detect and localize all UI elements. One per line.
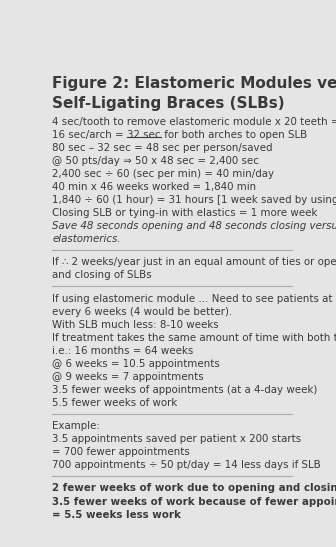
Text: Self-Ligating Braces (SLBs): Self-Ligating Braces (SLBs): [52, 96, 285, 112]
Text: @ 9 weeks = 7 appointments: @ 9 weeks = 7 appointments: [52, 372, 204, 382]
Text: = 5.5 weeks less work: = 5.5 weeks less work: [52, 510, 181, 520]
Text: 80 sec – 32 sec = 48 sec per person/saved: 80 sec – 32 sec = 48 sec per person/save…: [52, 143, 273, 153]
Text: @ 50 pts/day ⇒ 50 x 48 sec = 2,400 sec: @ 50 pts/day ⇒ 50 x 48 sec = 2,400 sec: [52, 156, 259, 166]
Text: 40 min x 46 weeks worked = 1,840 min: 40 min x 46 weeks worked = 1,840 min: [52, 182, 257, 192]
Text: for both arches to open SLB: for both arches to open SLB: [161, 130, 307, 139]
Text: Figure 2: Elastomeric Modules versus: Figure 2: Elastomeric Modules versus: [52, 76, 336, 91]
Text: Closing SLB or tying-in with elastics = 1 more week: Closing SLB or tying-in with elastics = …: [52, 208, 318, 218]
Text: 2,400 sec ÷ 60 (sec per min) = 40 min/day: 2,400 sec ÷ 60 (sec per min) = 40 min/da…: [52, 169, 275, 179]
Text: 32 sec: 32 sec: [127, 130, 161, 139]
Text: and closing of SLBs: and closing of SLBs: [52, 270, 152, 281]
Text: Example:: Example:: [52, 421, 100, 431]
Text: 16 sec/arch =: 16 sec/arch =: [52, 130, 127, 139]
Text: @ 6 weeks = 10.5 appointments: @ 6 weeks = 10.5 appointments: [52, 359, 220, 369]
Text: 700 appointments ÷ 50 pt/day = 14 less days if SLB: 700 appointments ÷ 50 pt/day = 14 less d…: [52, 460, 321, 470]
Text: If ∴ 2 weeks/year just in an equal amount of ties or opening: If ∴ 2 weeks/year just in an equal amoun…: [52, 257, 336, 267]
Text: 2 fewer weeks of work due to opening and closing SLBs +: 2 fewer weeks of work due to opening and…: [52, 484, 336, 493]
Text: elastomerics.: elastomerics.: [52, 234, 121, 244]
Text: = 700 fewer appointments: = 700 fewer appointments: [52, 447, 190, 457]
Text: 1,840 ÷ 60 (1 hour) = 31 hours [1 week saved by using SLB]: 1,840 ÷ 60 (1 hour) = 31 hours [1 week s…: [52, 195, 336, 205]
Text: 3.5 fewer weeks of appointments (at a 4-day week): 3.5 fewer weeks of appointments (at a 4-…: [52, 385, 318, 395]
Text: 3.5 appointments saved per patient x 200 starts: 3.5 appointments saved per patient x 200…: [52, 434, 301, 444]
Text: With SLB much less: 8-10 weeks: With SLB much less: 8-10 weeks: [52, 319, 219, 330]
Text: If using elastomeric module … Need to see patients at most: If using elastomeric module … Need to se…: [52, 294, 336, 304]
Text: 5.5 fewer weeks of work: 5.5 fewer weeks of work: [52, 398, 178, 408]
Text: If treatment takes the same amount of time with both types …: If treatment takes the same amount of ti…: [52, 333, 336, 342]
Text: Save 48 seconds opening and 48 seconds closing versus: Save 48 seconds opening and 48 seconds c…: [52, 221, 336, 231]
Text: 4 sec/tooth to remove elastomeric module x 20 teeth =: 4 sec/tooth to remove elastomeric module…: [52, 117, 336, 126]
Text: every 6 weeks (4 would be better).: every 6 weeks (4 would be better).: [52, 306, 233, 317]
Text: i.e.: 16 months = 64 weeks: i.e.: 16 months = 64 weeks: [52, 346, 194, 356]
Text: 3.5 fewer weeks of work because of fewer appointments: 3.5 fewer weeks of work because of fewer…: [52, 497, 336, 507]
